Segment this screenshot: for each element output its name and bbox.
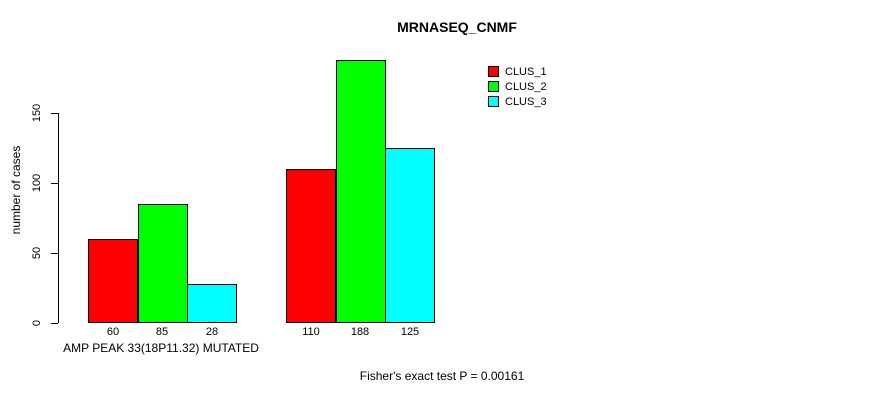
y-tick [51, 323, 58, 324]
fisher-test-annotation: Fisher's exact test P = 0.00161 [359, 369, 525, 383]
y-tick-label: 150 [31, 103, 43, 123]
bar-clus_3-group-2 [385, 148, 435, 323]
y-tick [51, 183, 58, 184]
y-tick-label: 100 [31, 173, 43, 193]
legend-label: CLUS_1 [505, 65, 547, 78]
bar-clus_1-group-2 [286, 169, 336, 323]
legend-item-clus_2: CLUS_2 [488, 79, 547, 94]
bar-value-label: 85 [155, 326, 169, 338]
bar-value-label: 28 [205, 326, 219, 338]
legend-item-clus_1: CLUS_1 [488, 64, 547, 79]
bar-value-label: 188 [350, 326, 370, 338]
y-tick-label: 50 [31, 246, 43, 260]
legend: CLUS_1 CLUS_2 CLUS_3 [488, 64, 547, 109]
y-axis-label: number of cases [9, 145, 23, 235]
y-tick [51, 113, 58, 114]
legend-swatch-icon [488, 66, 499, 77]
bar-value-label: 60 [106, 326, 120, 338]
legend-swatch-icon [488, 96, 499, 107]
bar-clus_2-group-2 [336, 60, 386, 323]
bar-clus_2-group-1 [138, 204, 188, 323]
y-tick-label: 0 [31, 319, 43, 327]
legend-label: CLUS_3 [505, 95, 547, 108]
bar-clus_3-group-1 [187, 284, 237, 323]
bar-clus_1-group-1 [88, 239, 138, 323]
chart-title: MRNASEQ_CNMF [397, 19, 517, 35]
y-axis-line [58, 113, 59, 323]
legend-label: CLUS_2 [505, 80, 547, 93]
legend-swatch-icon [488, 81, 499, 92]
y-tick [51, 253, 58, 254]
bar-value-label: 110 [302, 326, 320, 338]
legend-item-clus_3: CLUS_3 [488, 94, 547, 109]
bar-value-label: 125 [400, 326, 420, 338]
x-axis-label: AMP PEAK 33(18P11.32) MUTATED [63, 341, 259, 355]
